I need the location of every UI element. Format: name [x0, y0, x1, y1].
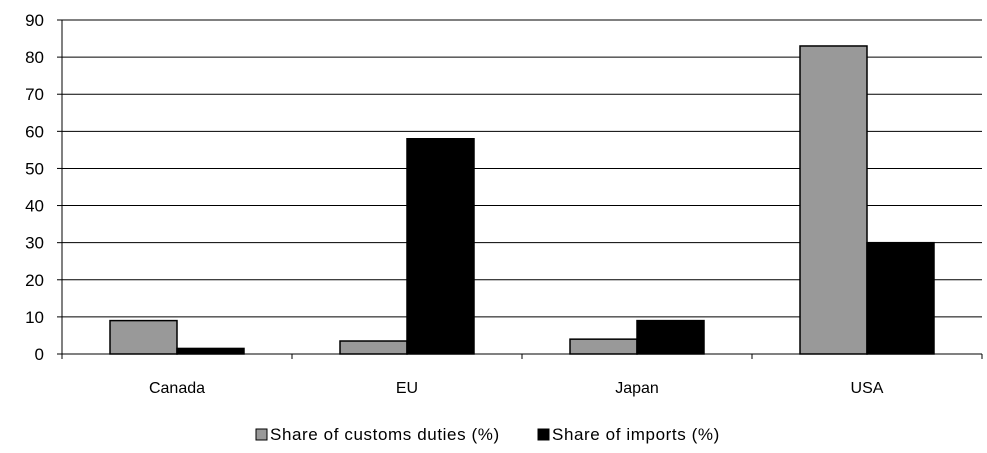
legend-label-imports: Share of imports (%): [552, 425, 720, 444]
y-tick-label-90: 90: [25, 11, 44, 30]
y-tick-label-30: 30: [25, 234, 44, 253]
category-label-usa: USA: [851, 380, 884, 397]
y-tick-label-50: 50: [25, 159, 44, 178]
legend-swatch-imports: [537, 428, 550, 441]
category-label-eu: EU: [396, 380, 418, 397]
category-label-canada: Canada: [149, 380, 205, 397]
y-tick-label-60: 60: [25, 122, 44, 141]
bar-eu-series-2: [406, 138, 475, 355]
y-tick-label-10: 10: [25, 308, 44, 327]
bars: [109, 45, 935, 355]
bar-canada-series-1: [109, 319, 178, 355]
y-tick-label-0: 0: [35, 345, 44, 364]
y-tick-label-40: 40: [25, 197, 44, 216]
y-tick-label-70: 70: [25, 85, 44, 104]
bar-japan-series-1: [569, 338, 638, 355]
bar-eu-series-1: [339, 340, 408, 355]
y-tick-label-20: 20: [25, 271, 44, 290]
category-label-japan: Japan: [615, 380, 659, 397]
bar-usa-series-2: [866, 241, 935, 355]
legend-swatch-customs-duties: [255, 428, 268, 441]
bar-canada-series-2: [176, 347, 245, 355]
gridlines: [62, 19, 982, 318]
bar-japan-series-2: [636, 319, 705, 355]
legend: Share of customs duties (%) Share of imp…: [255, 425, 720, 444]
y-tick-label-80: 80: [25, 48, 44, 67]
y-tick-labels: 0 10 20 30 40 50 60 70 80 90: [25, 11, 44, 364]
axes: [57, 19, 983, 359]
category-labels: Canada EU Japan USA: [149, 380, 884, 397]
legend-label-customs-duties: Share of customs duties (%): [270, 425, 500, 444]
bar-usa-series-1: [799, 45, 868, 355]
